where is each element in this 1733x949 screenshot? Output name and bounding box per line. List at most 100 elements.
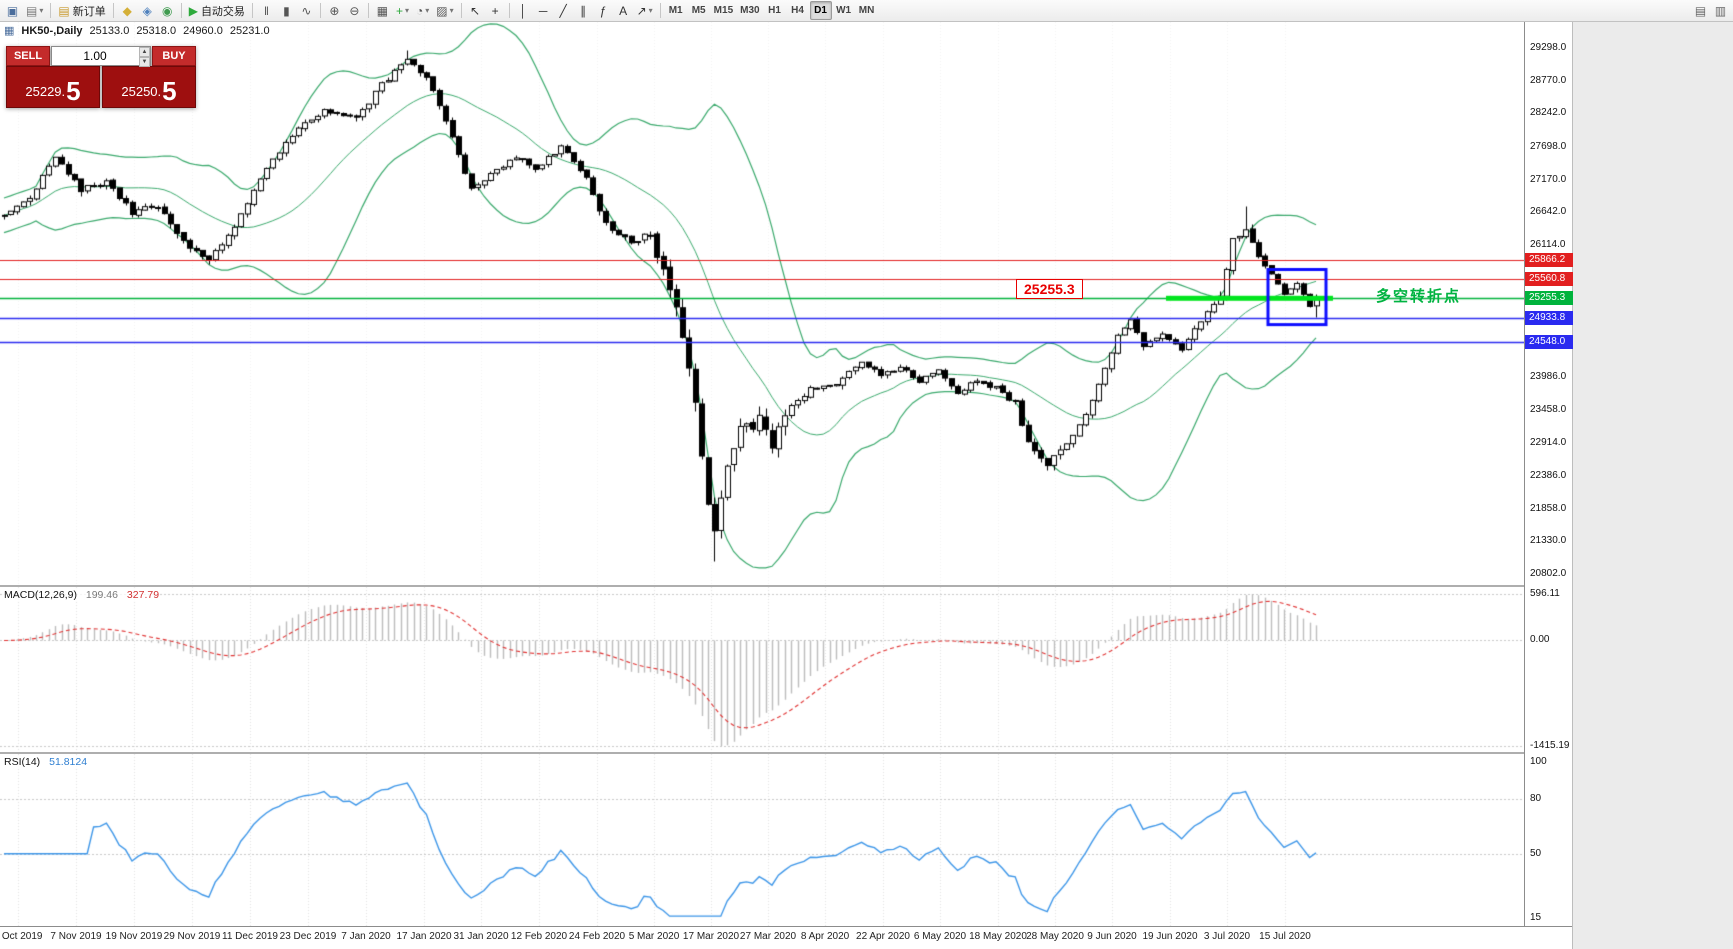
line-chart-mode-icon[interactable]: ∿ [297,1,316,20]
timeframe-m5-button[interactable]: M5 [691,5,706,16]
macd-chart-canvas[interactable] [0,587,1524,752]
candlestick-mode-icon[interactable]: ▮ [277,1,296,20]
periods-glyph: ◔ [415,3,424,18]
right-dock-panel [1572,22,1733,949]
pane-separator-rsi[interactable] [0,752,1572,754]
periods-button[interactable]: ◔ ▾ [413,1,432,20]
indicators-button[interactable]: + ▾ [393,1,412,20]
trendline-icon[interactable]: ╱ [554,1,573,20]
price-axis-label: 27170.0 [1530,173,1567,185]
line-price-tag: 25866.2 [1525,253,1573,268]
pane-separator-macd[interactable] [0,585,1572,587]
market-watch-icon[interactable]: ◆ [118,1,137,20]
main-chart-canvas[interactable] [0,22,1524,585]
print-preview-icon[interactable]: ▥ [1711,1,1730,20]
timeframe-m30-button[interactable]: M30 [740,5,760,16]
text-icon[interactable]: A [614,1,633,20]
toolbar-separator [112,3,114,18]
print-preview-icon-glyph: ▥ [1714,3,1727,18]
cursor-icon[interactable]: ↖ [466,1,485,20]
date-axis-label: 7 Nov 2019 [50,931,102,942]
new-chart-icon[interactable]: ▣ [3,1,22,20]
rsi-chart-canvas[interactable] [0,754,1524,926]
timeframe-h1-button[interactable]: H1 [768,5,781,16]
volume-input[interactable] [52,47,150,65]
date-axis-label: 19 Nov 2019 [105,931,163,942]
bar-chart-mode-icon-glyph: ‖ [263,3,269,18]
date-axis-label: 22 Apr 2020 [856,931,910,942]
autotrade-button[interactable]: ▶ 自动交易 [186,1,248,20]
arrows-icon[interactable]: ↗ ▾ [634,1,656,20]
price-axis[interactable]: 29298.0 28770.0 28242.0 27698.0 27170.0 26642… [1524,22,1573,926]
macd-value-signal: 327.79 [126,589,160,601]
rsi-name: RSI(14) [4,756,41,768]
zoom-out-icon[interactable]: ⊖ [345,1,364,20]
price-axis-label: 22386.0 [1530,469,1567,481]
templates-button[interactable]: ▨ ▾ [433,1,456,20]
buy-button[interactable]: BUY [152,46,196,66]
one-click-trading-panel: SELL ▲ ▼ BUY 25229. 5 25250. [6,46,196,108]
caret-down-icon: ▾ [39,6,44,15]
date-axis-label: 17 Mar 2020 [682,931,740,942]
crosshair-icon[interactable]: + [486,1,505,20]
price-axis-label: 28242.0 [1530,107,1567,119]
text-icon-glyph: A [619,3,628,18]
macd-value-main: 199.46 [85,589,118,601]
zoom-out-icon-glyph: ⊖ [349,3,360,18]
sell-price-button[interactable]: 25229. 5 [6,66,100,108]
fibonacci-icon-glyph: ƒ [599,3,607,18]
toolbar-separator [659,3,661,18]
timeframe-m15-button[interactable]: M15 [713,5,734,16]
zoom-in-icon[interactable]: ⊕ [325,1,344,20]
price-axis-label: 21858.0 [1530,502,1567,514]
caret-down-icon: ▾ [648,6,653,15]
date-axis-label: 12 Feb 2020 [510,931,568,942]
date-axis-label: 17 Jan 2020 [396,931,452,942]
turning-point-annotation[interactable]: 多空转折点 [1376,288,1462,305]
chart-tab-icon: ▦ [4,25,15,37]
line-price-tag: 24933.8 [1525,311,1573,326]
volume-up-button[interactable]: ▲ [139,47,150,57]
rsi-value: 51.8124 [49,756,88,768]
date-axis-separator [0,926,1572,927]
fibonacci-icon[interactable]: ƒ [594,1,613,20]
sell-button[interactable]: SELL [6,46,50,66]
rsi-axis-label: 100 [1530,756,1547,767]
buy-price-small: 25250. [121,84,162,99]
price-axis-label: 26642.0 [1530,206,1567,218]
toolbar-separator [460,3,462,18]
horizontal-line-icon[interactable]: ─ [534,1,553,20]
date-axis-label: 31 Jan 2020 [453,931,509,942]
print-icon[interactable]: ▤ [1691,1,1710,20]
date-axis-label: 7 Jan 2020 [341,931,391,942]
indicators-glyph: + [395,3,403,18]
timeframe-mn-button[interactable]: MN [858,5,875,16]
timeframe-w1-button[interactable]: W1 [836,5,852,16]
vertical-line-icon[interactable]: │ [514,1,533,20]
print-icon-glyph: ▤ [1694,3,1707,18]
volume-down-button[interactable]: ▼ [139,57,150,67]
community-icon[interactable]: ◉ [158,1,177,20]
rsi-axis-label: 80 [1530,792,1542,804]
channel-icon[interactable]: ∥ [574,1,593,20]
timeframe-h4-button[interactable]: H4 [791,5,804,16]
macd-axis-label: 0.00 [1530,634,1550,646]
tile-windows-icon[interactable]: ▦ [373,1,392,20]
chart-profiles-icon[interactable]: ▤ ▾ [23,1,46,20]
autotrade-button-label: 自动交易 [200,5,245,18]
buy-price-button[interactable]: 25250. 5 [102,66,196,108]
timeframe-d1-button[interactable]: D1 [809,1,832,20]
bar-chart-mode-icon[interactable]: ‖ [257,1,276,20]
new-order-button[interactable]: ▤ 新订单 [55,1,108,20]
chart-window: ▦ HK50-,Daily 25133.0 25318.0 24960.0 25… [0,22,1733,949]
data-window-icon[interactable]: ◈ [138,1,157,20]
date-axis-label: 9 Jun 2020 [1087,931,1137,942]
price-axis-label: 22914.0 [1530,437,1567,449]
toolbar-separator [367,3,369,18]
chart-profiles-icon-glyph: ▤ [26,3,38,18]
timeframe-m1-button[interactable]: M1 [668,5,683,16]
macd-name: MACD(12,26,9) [4,589,77,601]
price-level-annotation[interactable]: 25255.3 [1016,279,1083,299]
